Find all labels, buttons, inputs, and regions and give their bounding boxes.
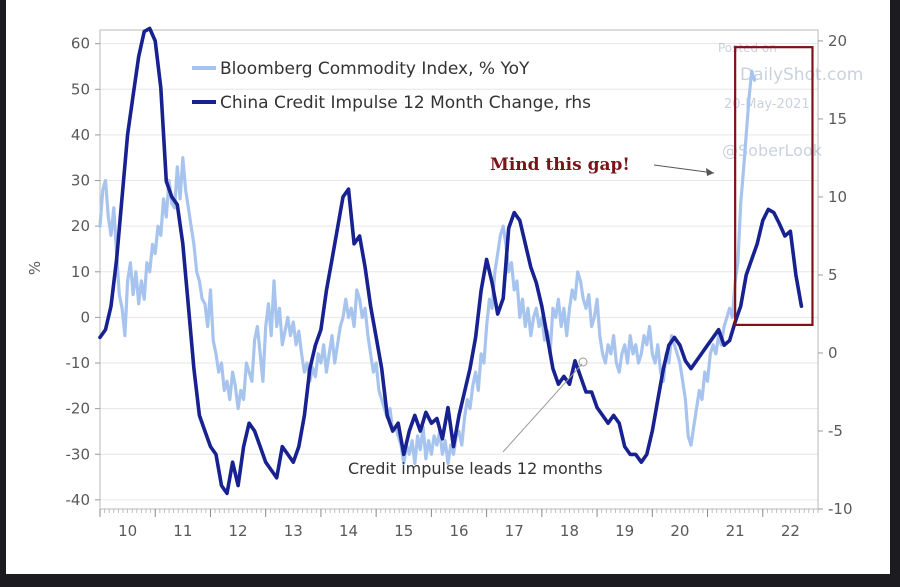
watermark-text: DailyShot.com bbox=[740, 65, 863, 85]
y2-tick-label: -5 bbox=[828, 422, 843, 440]
y-tick-label: 0 bbox=[80, 308, 90, 326]
highlight-box bbox=[734, 46, 814, 326]
x-tick-label: 14 bbox=[339, 522, 358, 540]
x-tick-label: 18 bbox=[560, 522, 579, 540]
y2-tick-label: 15 bbox=[828, 110, 847, 128]
y-tick-label: -20 bbox=[66, 400, 91, 418]
annotations: Mind this gap! Credit impulse leads 12 mo… bbox=[348, 155, 715, 478]
y-tick-label: -10 bbox=[66, 354, 91, 372]
y-tick-label: 10 bbox=[71, 263, 90, 281]
axes: -40 -30 -20 -10 0 10 20 30 40 50 60 -10 -5 0 5 10 15 20 10… bbox=[66, 29, 853, 540]
x-tick-label: 17 bbox=[505, 522, 524, 540]
gridlines bbox=[100, 43, 818, 501]
series-line-credit-impulse bbox=[98, 26, 804, 496]
annotation-arrow bbox=[653, 164, 715, 174]
y-tick-label: 40 bbox=[71, 126, 90, 144]
annotation-pointer-end bbox=[578, 357, 588, 367]
x-tick-label: 22 bbox=[781, 522, 800, 540]
annotation-arrowhead bbox=[706, 168, 714, 176]
chart: -40 -30 -20 -10 0 10 20 30 40 50 60 -10 -5 0 5 10 15 20 10… bbox=[26, 26, 863, 540]
x-tick-label: 19 bbox=[615, 522, 634, 540]
y-tick-label: -30 bbox=[66, 445, 91, 463]
series-line-commodity bbox=[98, 69, 757, 465]
x-tick-label: 11 bbox=[173, 522, 192, 540]
x-tick-label: 13 bbox=[284, 522, 303, 540]
legend-entry: China Credit Impulse 12 Month Change, rh… bbox=[220, 93, 591, 113]
x-tick-label: 10 bbox=[118, 522, 137, 540]
series-layer bbox=[98, 26, 804, 496]
x-tick-label: 20 bbox=[670, 522, 689, 540]
x-tick-label: 15 bbox=[394, 522, 413, 540]
y2-tick-label: 5 bbox=[828, 266, 838, 284]
watermark-text: 20-May-2021 bbox=[724, 97, 810, 112]
watermark-text: @SoberLook bbox=[722, 141, 823, 160]
annotation-pointer bbox=[502, 363, 583, 453]
chart-frame: -40 -30 -20 -10 0 10 20 30 40 50 60 -10 -5 0 5 10 15 20 10… bbox=[6, 0, 890, 574]
x-tick-label: 16 bbox=[449, 522, 468, 540]
x-tick-label: 21 bbox=[726, 522, 745, 540]
annotation-mind-gap: Mind this gap! bbox=[490, 155, 630, 175]
y-tick-label: 30 bbox=[71, 172, 90, 190]
y-tick-label: 50 bbox=[71, 80, 90, 98]
legend: Bloomberg Commodity Index, % YoY China Cr… bbox=[192, 59, 591, 113]
y-tick-label: 60 bbox=[71, 35, 90, 53]
y-axis-label: % bbox=[26, 261, 44, 275]
y-tick-label: 20 bbox=[71, 217, 90, 235]
y2-tick-label: 0 bbox=[828, 344, 838, 362]
x-tick-label: 12 bbox=[229, 522, 248, 540]
annotation-credit-leads: Credit impulse leads 12 months bbox=[348, 459, 603, 478]
y-tick-label: -40 bbox=[66, 491, 91, 509]
y2-tick-label: -10 bbox=[828, 500, 853, 518]
legend-entry: Bloomberg Commodity Index, % YoY bbox=[220, 59, 530, 79]
y2-tick-label: 20 bbox=[828, 32, 847, 50]
y2-tick-label: 10 bbox=[828, 188, 847, 206]
watermark: Posted onDailyShot.com20-May-2021@SoberL… bbox=[718, 41, 863, 160]
